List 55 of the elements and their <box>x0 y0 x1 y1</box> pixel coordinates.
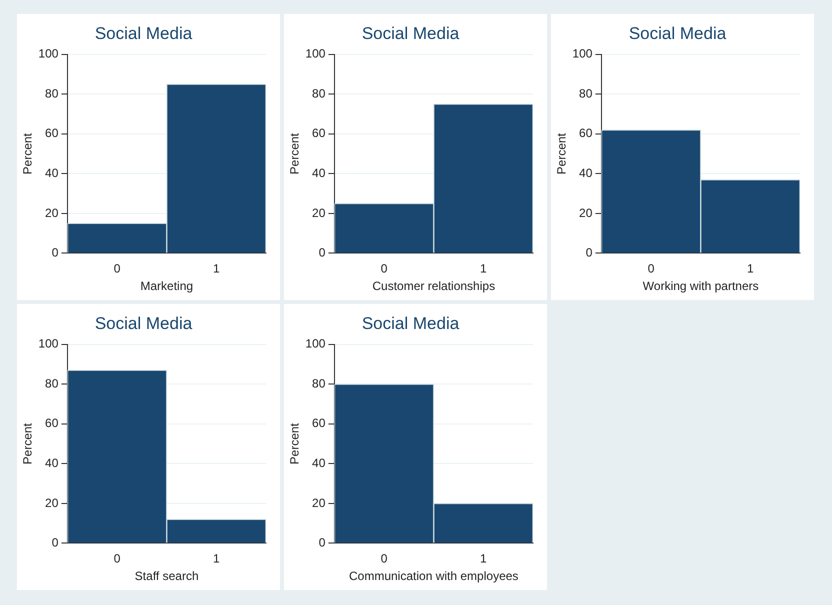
y-tick-label: 80 <box>312 86 326 100</box>
y-tick-label: 20 <box>45 496 59 510</box>
x-tick-label: 1 <box>213 552 220 566</box>
x-axis-title: Working with partners <box>642 279 759 294</box>
y-tick-label: 100 <box>38 46 59 61</box>
y-axis-title: Percent <box>554 132 569 174</box>
x-tick-label: 1 <box>480 552 488 566</box>
y-tick-label: 80 <box>312 376 326 390</box>
y-tick-label: 0 <box>52 246 59 260</box>
chart-title: Social Media <box>628 24 727 43</box>
y-tick-label: 40 <box>312 456 326 470</box>
x-tick-label: 1 <box>213 262 220 276</box>
y-tick-label: 0 <box>318 246 326 260</box>
chart-title: Social Media <box>362 314 460 333</box>
y-tick-label: 0 <box>318 536 326 550</box>
y-axis-title: Percent <box>20 422 35 464</box>
x-tick-label: 0 <box>380 262 388 276</box>
y-tick-label: 80 <box>45 86 59 100</box>
y-tick-label: 60 <box>312 126 326 140</box>
chart-title: Social Media <box>362 24 460 43</box>
y-tick-label: 80 <box>45 376 59 390</box>
x-tick-label: 1 <box>747 262 754 276</box>
x-tick-label: 0 <box>114 552 121 566</box>
y-tick-label: 40 <box>579 166 593 180</box>
y-tick-label: 60 <box>45 416 59 430</box>
y-tick-label: 20 <box>312 496 326 510</box>
y-tick-label: 0 <box>52 536 59 550</box>
x-axis-title: Communication with employees <box>349 569 518 584</box>
y-tick-label: 100 <box>38 336 59 351</box>
y-tick-label: 80 <box>579 86 593 100</box>
x-axis-title: Marketing <box>140 279 194 294</box>
y-axis-title: Percent <box>288 132 302 174</box>
y-tick-label: 100 <box>305 46 326 61</box>
y-tick-label: 100 <box>572 46 593 61</box>
y-axis-title: Percent <box>20 132 35 174</box>
y-tick-label: 20 <box>45 206 59 220</box>
x-axis-title: Staff search <box>134 569 199 584</box>
y-tick-label: 0 <box>586 246 593 260</box>
y-tick-label: 100 <box>305 336 326 351</box>
x-tick-label: 0 <box>648 262 655 276</box>
chart-title: Social Media <box>94 24 193 43</box>
y-tick-label: 60 <box>579 126 593 140</box>
y-tick-label: 60 <box>45 126 59 140</box>
x-tick-label: 0 <box>114 262 121 276</box>
y-tick-label: 20 <box>312 206 326 220</box>
chart-title: Social Media <box>94 314 193 333</box>
y-axis-title: Percent <box>288 422 302 464</box>
y-tick-label: 40 <box>312 166 326 180</box>
y-tick-label: 60 <box>312 416 326 430</box>
x-axis-title: Customer relationships <box>372 279 496 294</box>
y-tick-label: 40 <box>45 166 59 180</box>
y-tick-label: 40 <box>45 456 59 470</box>
y-tick-label: 20 <box>579 206 593 220</box>
x-tick-label: 1 <box>480 262 488 276</box>
x-tick-label: 0 <box>380 552 388 566</box>
